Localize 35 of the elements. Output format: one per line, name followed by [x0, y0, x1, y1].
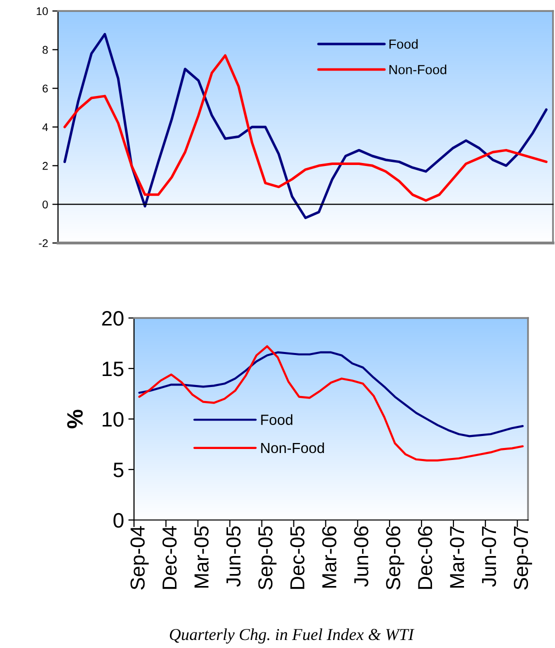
x-tick-label: Sep-07	[514, 526, 532, 590]
line-series	[138, 345, 524, 462]
x-tick-label: Dec-05	[290, 526, 304, 589]
legend-label: Food	[261, 414, 292, 425]
y-tick-label: 4	[42, 123, 48, 132]
line-series	[63, 32, 548, 220]
x-tick-label: Mar-05	[194, 526, 209, 588]
legend-label: Non-Food	[261, 442, 324, 454]
x-tick-label: Dec-06	[418, 526, 432, 589]
y-tick-label: 10	[102, 412, 124, 427]
line-series	[138, 351, 524, 438]
y-tick-label: -2	[38, 239, 48, 248]
x-tick-label: Jun-05	[226, 526, 241, 587]
legend-label: Non-Food	[389, 64, 446, 74]
legend-label: Food	[389, 39, 418, 49]
x-tick-label: Jun-06	[354, 526, 368, 587]
y-tick-label: 8	[42, 46, 48, 54]
y-tick-label: 10	[36, 7, 48, 16]
x-tick-label: Sep-05	[258, 526, 276, 590]
x-tick-label: Sep-04	[130, 526, 149, 590]
y-tick-label: 2	[42, 162, 48, 170]
y-tick-label: 20	[102, 311, 124, 326]
y-tick-label: 5	[114, 462, 124, 478]
x-tick-label: Dec-04	[162, 526, 177, 589]
y-tick-label: 6	[42, 84, 48, 92]
line-series	[63, 54, 548, 202]
y-axis-title: %	[67, 410, 83, 428]
x-tick-label: Sep-06	[386, 526, 404, 590]
y-tick-label: 0	[114, 513, 124, 528]
text: Quarterly Chg. in Fuel Index & WTI	[170, 628, 414, 644]
x-tick-label: Mar-07	[450, 526, 464, 588]
x-tick-label: Jun-07	[482, 526, 496, 587]
y-tick-label: 0	[42, 200, 48, 208]
x-tick-label: Mar-06	[322, 526, 336, 588]
y-tick-label: 15	[102, 362, 124, 376]
